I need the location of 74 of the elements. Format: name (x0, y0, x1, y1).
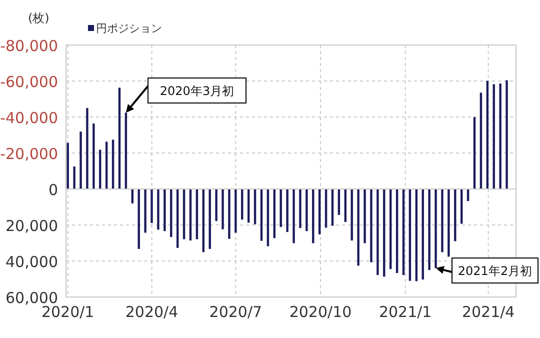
bar (105, 142, 108, 189)
y-tick-label: -80,000 (0, 37, 58, 55)
bar (486, 80, 489, 189)
bar (202, 189, 204, 252)
bar (396, 189, 398, 274)
bar (176, 189, 179, 248)
bar (492, 84, 495, 189)
bar (112, 140, 114, 189)
bar (312, 189, 314, 244)
x-tick-label: 2020/4 (125, 303, 178, 321)
bar (299, 189, 302, 228)
bar (92, 123, 95, 189)
bar (73, 166, 76, 189)
bar (189, 189, 192, 240)
x-tick-label: 2020/10 (289, 303, 352, 321)
bar (280, 189, 282, 227)
bar (273, 189, 276, 238)
bar (473, 117, 476, 189)
bar (402, 189, 405, 276)
bar (292, 189, 295, 244)
bar (389, 189, 392, 270)
bar (376, 189, 379, 276)
y-tick-label: -60,000 (0, 73, 58, 91)
bar (215, 189, 218, 222)
bar (266, 189, 270, 246)
y-axis-title: (枚) (28, 11, 50, 25)
bar (150, 189, 153, 224)
bar (408, 189, 412, 281)
y-tick-label: -20,000 (0, 145, 58, 163)
bar (208, 189, 211, 249)
bar (364, 189, 366, 244)
bar (422, 189, 424, 280)
y-tick-label: 20,000 (6, 217, 58, 235)
bar (370, 189, 372, 262)
bar (506, 80, 508, 189)
bar (234, 189, 237, 233)
annotation: 2020年3月初 (160, 84, 234, 98)
bar (480, 92, 482, 189)
bar (196, 189, 198, 240)
bar (260, 189, 263, 241)
y-tick-label: 40,000 (6, 253, 58, 271)
x-tick-label: 2021/4 (462, 303, 515, 321)
bar (383, 189, 386, 277)
bar (228, 189, 230, 239)
bar (428, 189, 430, 270)
legend-label: 円ポジション (96, 22, 162, 35)
bar (306, 189, 308, 232)
bar (318, 189, 321, 234)
bar (80, 132, 82, 189)
bar (350, 189, 353, 240)
bar (170, 189, 172, 238)
bar (144, 189, 146, 233)
bar (344, 189, 347, 222)
bar (286, 189, 288, 232)
bar (118, 88, 121, 189)
y-tick-label: -40,000 (0, 109, 58, 127)
bar (254, 189, 256, 224)
bar (66, 142, 69, 189)
bar (86, 108, 88, 189)
x-tick-label: 2020/7 (209, 303, 262, 321)
y-tick-label: 0 (48, 181, 58, 199)
annotation: 2021年2月初 (458, 264, 532, 278)
x-tick-label: 2021/1 (378, 303, 432, 321)
bar (415, 189, 418, 282)
bar (164, 189, 166, 232)
bar (138, 189, 140, 249)
bar (222, 189, 224, 230)
bar (157, 189, 160, 230)
bar (454, 189, 456, 242)
bar (182, 189, 186, 240)
bar (441, 189, 444, 252)
bar (499, 84, 502, 189)
bar (357, 189, 360, 266)
bar (448, 189, 450, 257)
